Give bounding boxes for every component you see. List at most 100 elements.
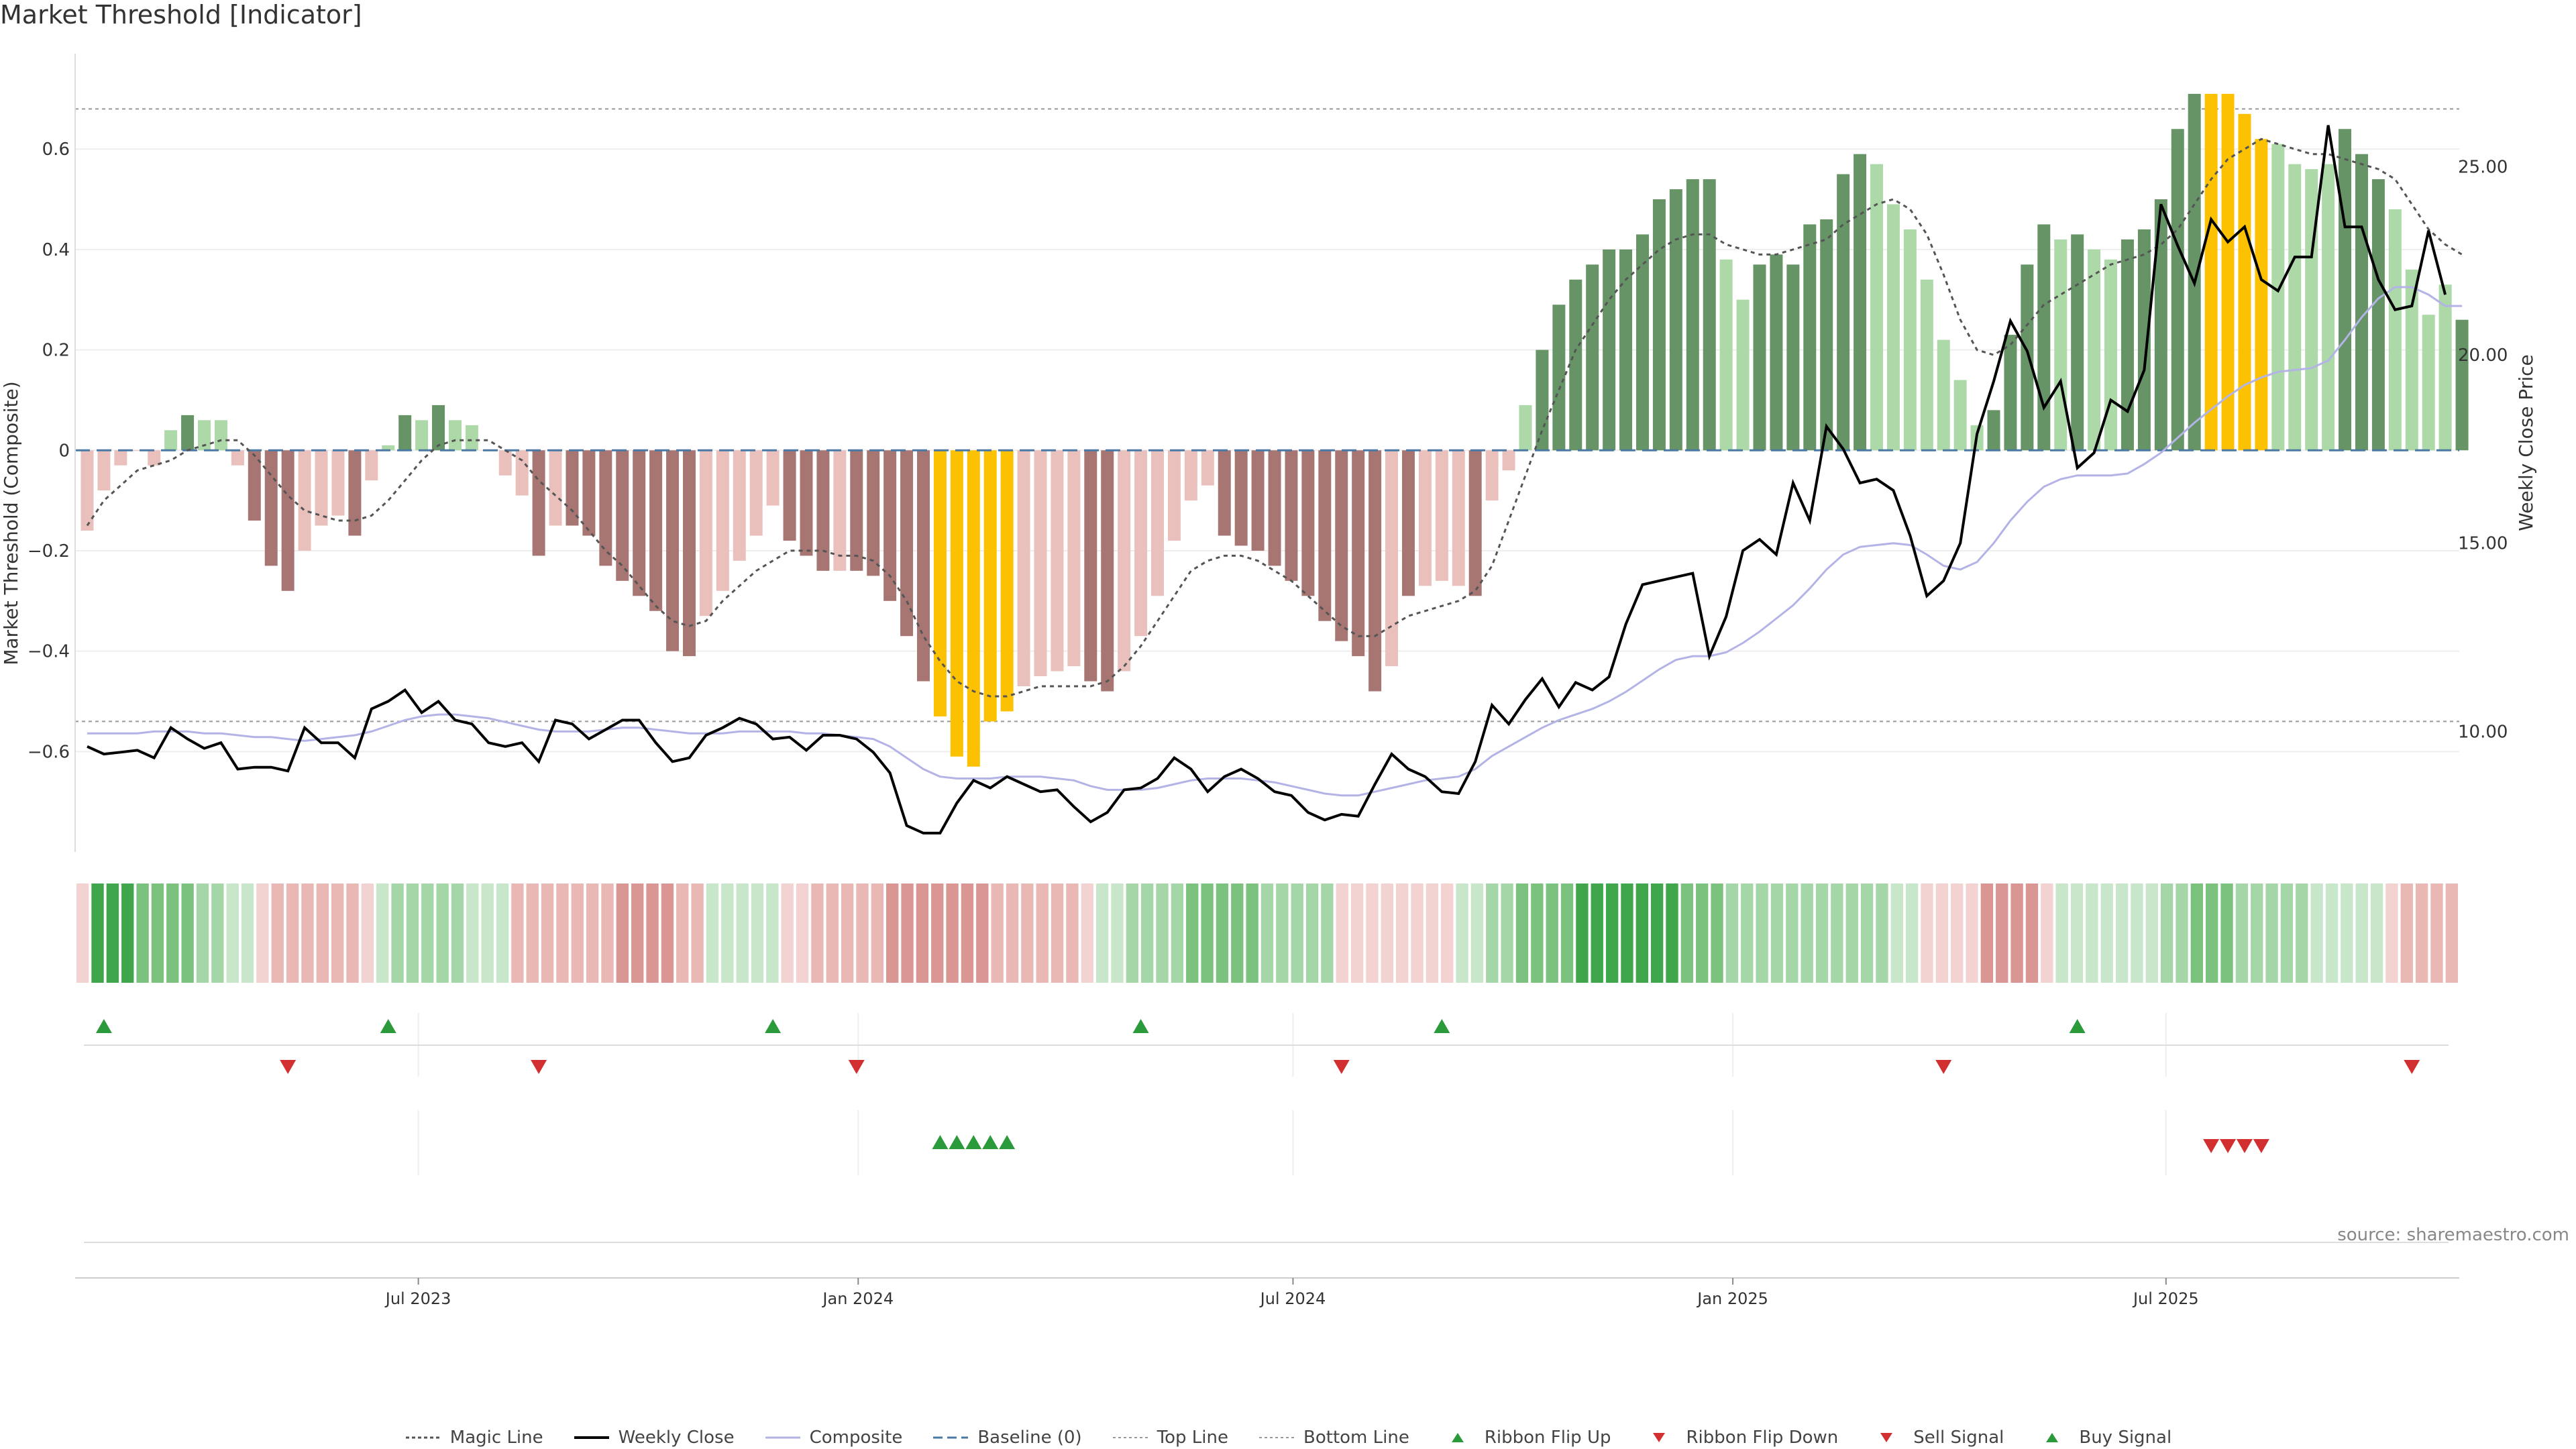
ribbon-flip-up-marker <box>765 1019 782 1033</box>
ribbon-cell <box>1770 883 1784 983</box>
ribbon-cell <box>1996 883 2008 983</box>
composite-bar <box>716 450 729 591</box>
ribbon-flip-down-marker <box>280 1060 297 1074</box>
composite-bar <box>1652 199 1666 451</box>
composite-bar <box>398 415 412 451</box>
composite-bar <box>649 450 663 611</box>
ribbon-cell <box>1605 883 1619 983</box>
y2-tick-label: 25.00 <box>2458 157 2508 177</box>
composite-bar <box>1569 279 1582 451</box>
composite-bar <box>633 450 646 596</box>
ribbon-cell <box>2325 883 2339 983</box>
buy-signal-marker <box>999 1135 1016 1149</box>
composite-bar <box>2171 129 2184 451</box>
ribbon-cell <box>2296 883 2308 983</box>
legend-item: Baseline (0) <box>932 1428 1082 1448</box>
ribbon-cell <box>1951 883 1964 983</box>
ribbon-cell <box>1621 883 1633 983</box>
composite-bar <box>248 450 261 521</box>
ribbon-cell <box>1081 883 1093 983</box>
composite-bar <box>2322 164 2335 451</box>
ribbon-cell <box>1980 883 1994 983</box>
ribbon-cell <box>1111 883 1124 983</box>
composite-bar <box>1101 450 1114 692</box>
ribbon-cell <box>1201 883 1214 983</box>
ribbon-cell <box>1186 883 1199 983</box>
ribbon-cell <box>2220 883 2233 983</box>
composite-bar <box>114 450 127 466</box>
dashed-line-icon <box>933 1436 969 1439</box>
ribbon-cell <box>1291 883 1303 983</box>
composite-line <box>87 286 2463 797</box>
legend-item: Buy Signal <box>2033 1428 2171 1448</box>
ribbon-cell <box>976 883 989 983</box>
ribbon-cell <box>241 883 254 983</box>
ribbon-cell <box>2355 883 2368 983</box>
composite-bar <box>97 450 111 491</box>
ribbon-cell <box>136 883 149 983</box>
ribbon-cell <box>2176 883 2188 983</box>
ribbon-cell <box>496 883 509 983</box>
legend-item: Composite <box>764 1428 903 1448</box>
composite-bar <box>1987 410 2000 451</box>
composite-bar <box>214 420 227 451</box>
composite-bar <box>2021 264 2034 451</box>
composite-bar <box>198 420 211 451</box>
ribbon-cell <box>526 883 539 983</box>
ribbon-cell <box>1381 883 1393 983</box>
composite-bar <box>2204 93 2218 451</box>
ribbon-cell <box>2190 883 2204 983</box>
composite-bar <box>1703 179 1716 451</box>
ribbon-cell <box>1441 883 1454 983</box>
composite-bar <box>1352 450 1365 657</box>
composite-bar <box>1586 264 1599 451</box>
ribbon-cell <box>661 883 674 983</box>
legend-label: Bottom Line <box>1303 1428 1409 1448</box>
ribbon-cell <box>1966 883 1978 983</box>
composite-bar <box>1837 174 1850 451</box>
composite-bar <box>682 450 696 657</box>
composite-bar <box>2121 239 2134 451</box>
ribbon-cell <box>556 883 569 983</box>
ribbon-cell <box>811 883 824 983</box>
legend-label: Ribbon Flip Down <box>1686 1428 1839 1448</box>
ribbon-cell <box>166 883 179 983</box>
composite-bar <box>2371 179 2385 451</box>
composite-bar <box>1385 450 1399 667</box>
ribbon-cell <box>1680 883 1694 983</box>
composite-bar <box>566 450 579 526</box>
ribbon-cell <box>1470 883 1484 983</box>
ribbon-cell <box>1021 883 1034 983</box>
composite-bar <box>549 450 562 526</box>
y2-tick-label: 20.00 <box>2458 345 2508 366</box>
composite-bar <box>1318 450 1332 621</box>
ribbon-cell <box>1546 883 1558 983</box>
composite-bar <box>415 420 429 451</box>
ribbon-cell <box>1276 883 1289 983</box>
dotted-line-light-icon <box>1259 1437 1294 1438</box>
ribbon-cell <box>421 883 434 983</box>
ribbon-cell <box>1666 883 1678 983</box>
composite-bar <box>933 450 947 716</box>
composite-bar <box>2004 335 2017 451</box>
ribbon-cell <box>226 883 239 983</box>
ribbon-cell <box>1801 883 1813 983</box>
buy-signal-marker <box>982 1135 999 1149</box>
ribbon-cell <box>436 883 449 983</box>
ribbon-cell <box>466 883 479 983</box>
ribbon-cell <box>2025 883 2039 983</box>
legend-label: Composite <box>809 1428 903 1448</box>
composite-bar <box>382 445 395 451</box>
ribbon-cell <box>991 883 1004 983</box>
composite-bar <box>1251 450 1265 551</box>
ribbon-cell <box>676 883 689 983</box>
ribbon-cell <box>301 883 314 983</box>
y-tick-label: 0 <box>58 441 70 461</box>
composite-bar <box>816 450 830 571</box>
composite-bar <box>967 450 980 767</box>
x-tick-label: Jan 2025 <box>1696 1289 1768 1308</box>
composite-bar <box>432 405 445 451</box>
composite-bar <box>850 450 863 571</box>
dotted-line-icon <box>405 1436 441 1439</box>
legend-label: Ribbon Flip Up <box>1484 1428 1611 1448</box>
